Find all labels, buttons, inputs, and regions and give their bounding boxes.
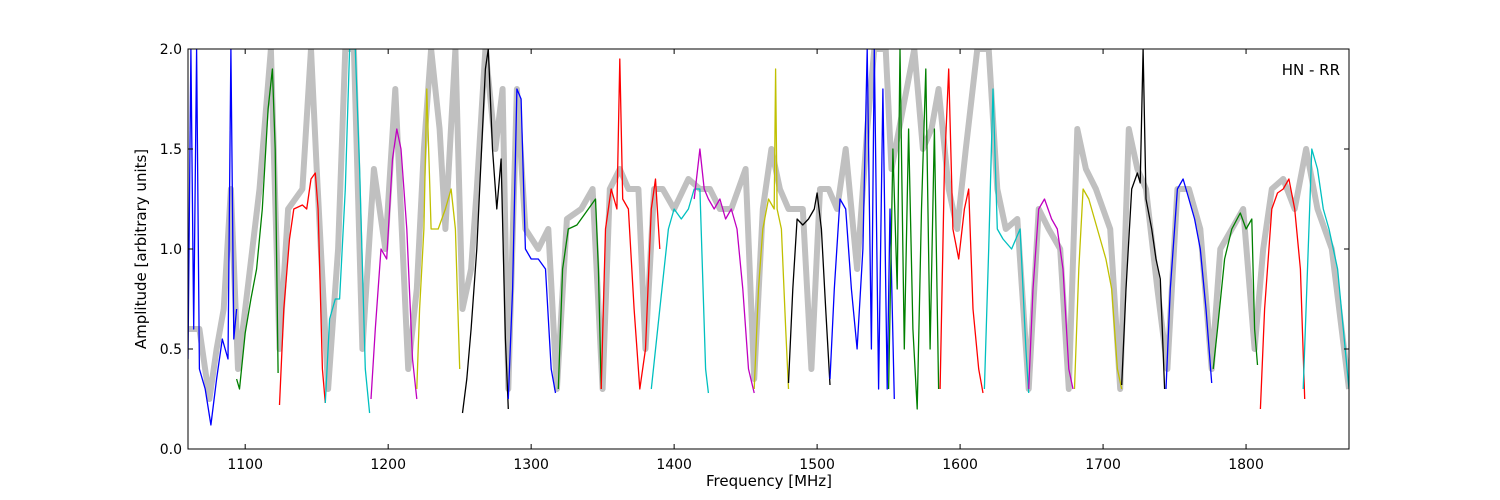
series-line-12 xyxy=(693,148,755,394)
series-line-23 xyxy=(1212,212,1259,370)
axes-layer: 1100 1200 1300 1400 1500 1600 1700 1800 0.0 0.5 1.… xyxy=(160,42,1350,473)
series-line-5 xyxy=(370,128,418,400)
y-axis-label: Amplitude [arbitrary units] xyxy=(132,149,150,349)
series-line-9 xyxy=(557,198,602,390)
series-line-17 xyxy=(939,68,984,394)
series-line-20 xyxy=(1073,188,1123,390)
series-line-18 xyxy=(983,88,1030,394)
x-axis-label: Frequency [MHz] xyxy=(706,472,832,490)
y-tick-label: 0.5 xyxy=(160,342,182,358)
y-tick-label: 0.0 xyxy=(160,442,182,458)
background-envelope-line xyxy=(188,49,1349,402)
series-line-16 xyxy=(887,49,940,410)
series-line-10 xyxy=(600,58,661,390)
x-tick-label: 1300 xyxy=(513,457,549,473)
series-line-4 xyxy=(324,49,371,414)
series-line-2 xyxy=(235,68,279,390)
series-line-13 xyxy=(753,68,790,390)
series-line-19 xyxy=(1028,198,1074,390)
series-line-7 xyxy=(461,49,509,414)
y-tick-label: 1.5 xyxy=(160,142,182,158)
x-tick-label: 1800 xyxy=(1228,457,1264,473)
plot-layer xyxy=(188,49,1349,426)
series-line-14 xyxy=(787,192,831,386)
x-tick-label: 1600 xyxy=(942,457,978,473)
series-line-3 xyxy=(278,172,326,406)
x-tick-label: 1200 xyxy=(370,457,406,473)
x-tick-label: 1100 xyxy=(227,457,263,473)
x-tick-label: 1400 xyxy=(656,457,692,473)
series-line-11 xyxy=(650,188,710,394)
series-line-22 xyxy=(1165,178,1213,390)
series-line-25 xyxy=(1302,148,1349,390)
chart-annotation: HN - RR xyxy=(1282,61,1340,79)
series-line-24 xyxy=(1259,178,1306,410)
y-tick-label: 1.0 xyxy=(160,242,182,258)
series-line-6 xyxy=(416,88,461,390)
series-line-21 xyxy=(1121,49,1166,390)
series-line-1 xyxy=(188,49,238,426)
y-tick-label: 2.0 xyxy=(160,42,182,58)
x-tick-label: 1500 xyxy=(799,457,835,473)
series-line-15 xyxy=(829,49,895,400)
x-tick-label: 1700 xyxy=(1085,457,1121,473)
series-line-8 xyxy=(507,88,557,400)
